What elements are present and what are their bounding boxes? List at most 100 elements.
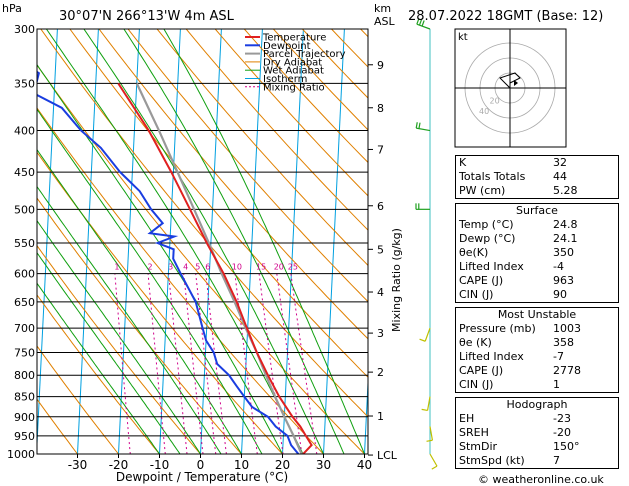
pressure-tick-label: 400 <box>14 125 35 138</box>
temperature-tick-label: -30 <box>68 458 88 472</box>
legend-label: Mixing Ratio <box>263 82 325 93</box>
index-value: 150° <box>553 440 580 453</box>
index-value: 32 <box>553 156 567 169</box>
index-value: 350 <box>553 246 574 259</box>
index-label: Pressure (mb) <box>459 322 536 335</box>
index-row: Dewp (°C) 24.1 <box>456 232 618 246</box>
wind-barb-flag <box>415 122 418 129</box>
isotherm-line <box>200 29 222 454</box>
pressure-tick-label: 350 <box>14 77 35 90</box>
index-row: EH -23 <box>456 412 618 426</box>
mixing-ratio-label: 4 <box>183 263 188 272</box>
index-row: Lifted Index -4 <box>456 260 618 274</box>
index-label: Lifted Index <box>459 260 524 273</box>
hodograph-unit-label: kt <box>458 32 468 43</box>
datetime-title: 28.07.2022 18GMT (Base: 12) <box>408 9 603 24</box>
x-axis-title: Dewpoint / Temperature (°C) <box>116 470 288 484</box>
hodograph-trace <box>499 72 521 89</box>
mixing-ratio-label: 25 <box>288 263 298 272</box>
isotherm-line <box>241 29 263 454</box>
index-row: CAPE (J) 2778 <box>456 364 618 378</box>
index-row: Temp (°C) 24.8 <box>456 218 618 232</box>
mixing-ratio-label: 5 <box>195 263 200 272</box>
legend-label: Dewpoint <box>263 41 311 52</box>
index-label: CAPE (J) <box>459 274 504 287</box>
height-axis: 9 8 7 6 5 4 3 2 1 LCL <box>368 59 398 462</box>
wind-barb <box>429 453 438 467</box>
index-value: 358 <box>553 336 574 349</box>
index-row: PW (cm) 5.28 <box>456 184 618 198</box>
mixing-ratio-line <box>147 273 166 454</box>
index-row: CIN (J) 90 <box>456 288 618 302</box>
km-label: km <box>374 2 391 15</box>
index-value: 44 <box>553 170 567 183</box>
wind-barb-flag <box>416 18 420 25</box>
index-row: Pressure (mb) 1003 <box>456 322 618 336</box>
height-tick-label: 1 <box>377 410 384 423</box>
background-lines <box>37 29 368 454</box>
mixing-ratio-label: 15 <box>256 263 266 272</box>
index-row: θe(K) 350 <box>456 246 618 260</box>
pressure-tick-label: 650 <box>14 296 35 309</box>
index-value: 7 <box>553 454 560 467</box>
wind-barb-flag <box>421 20 425 27</box>
wind-barb-flag <box>418 19 423 26</box>
hodograph-title: Hodograph <box>506 398 568 411</box>
pressure-tick-label: 700 <box>14 322 35 335</box>
index-row: Totals Totals 44 <box>456 170 618 184</box>
wind-barb <box>416 23 431 30</box>
wind-barbs <box>415 18 438 470</box>
index-value: 5.28 <box>553 184 578 197</box>
index-row: StmDir 150° <box>456 440 618 454</box>
isotherm-line <box>282 29 304 454</box>
index-label: K <box>459 156 467 169</box>
pressure-tick-label: 550 <box>14 237 35 250</box>
asl-label: ASL <box>374 15 396 28</box>
index-value: 24.8 <box>553 218 578 231</box>
index-value: 24.1 <box>553 232 578 245</box>
index-label: Dewp (°C) <box>459 232 516 245</box>
index-label: SREH <box>459 426 489 439</box>
pressure-tick-label: 1000 <box>7 448 35 461</box>
legend-label: Temperature <box>262 33 326 44</box>
wind-barb-flag <box>431 465 438 470</box>
temperature-tick-label: -10 <box>150 458 170 472</box>
index-label: θe (K) <box>459 336 492 349</box>
most-unstable-indices: Most Unstable Pressure (mb) 1003 θe (K) 358… <box>455 307 619 393</box>
index-label: PW (cm) <box>459 184 506 197</box>
pressure-tick-label: 850 <box>14 391 35 404</box>
height-tick-label: LCL <box>377 449 398 462</box>
surface-title: Surface <box>516 204 558 217</box>
pressure-tick-label: 600 <box>14 268 35 281</box>
index-row: Lifted Index -7 <box>456 350 618 364</box>
index-label: Lifted Index <box>459 350 524 363</box>
index-value: -20 <box>553 426 571 439</box>
isotherm-line <box>37 29 58 454</box>
parcel-trajectory-line <box>135 82 303 454</box>
height-tick-label: 9 <box>377 59 384 72</box>
index-row: CIN (J) 1 <box>456 378 618 392</box>
index-value: 2778 <box>553 364 581 377</box>
dry-adiabat-line <box>156 29 368 267</box>
dewpoint-line <box>37 70 300 454</box>
wind-barb-flag <box>426 439 433 442</box>
index-label: EH <box>459 412 475 425</box>
indices-panel: K 32 Totals Totals 44 PW (cm) 5.28 Surface Te… <box>455 155 619 473</box>
mixing-ratio-label: 6 <box>205 263 210 272</box>
temperature-tick-label: 0 <box>197 458 205 472</box>
credit-text: © weatheronline.co.uk <box>478 473 604 486</box>
plot-frame <box>36 28 369 455</box>
temperature-line <box>117 82 313 454</box>
pressure-tick-label: 800 <box>14 369 35 382</box>
most-unstable-title: Most Unstable <box>497 308 577 321</box>
wind-barb-flag <box>421 408 428 412</box>
pressure-tick-label: 950 <box>14 430 35 443</box>
legend-label: Wet Adiabat <box>263 66 324 77</box>
temperature-tick-label: 10 <box>234 458 249 472</box>
index-label: CAPE (J) <box>459 364 504 377</box>
height-tick-label: 5 <box>377 243 384 256</box>
index-value: -23 <box>553 412 571 425</box>
index-label: CIN (J) <box>459 378 494 391</box>
